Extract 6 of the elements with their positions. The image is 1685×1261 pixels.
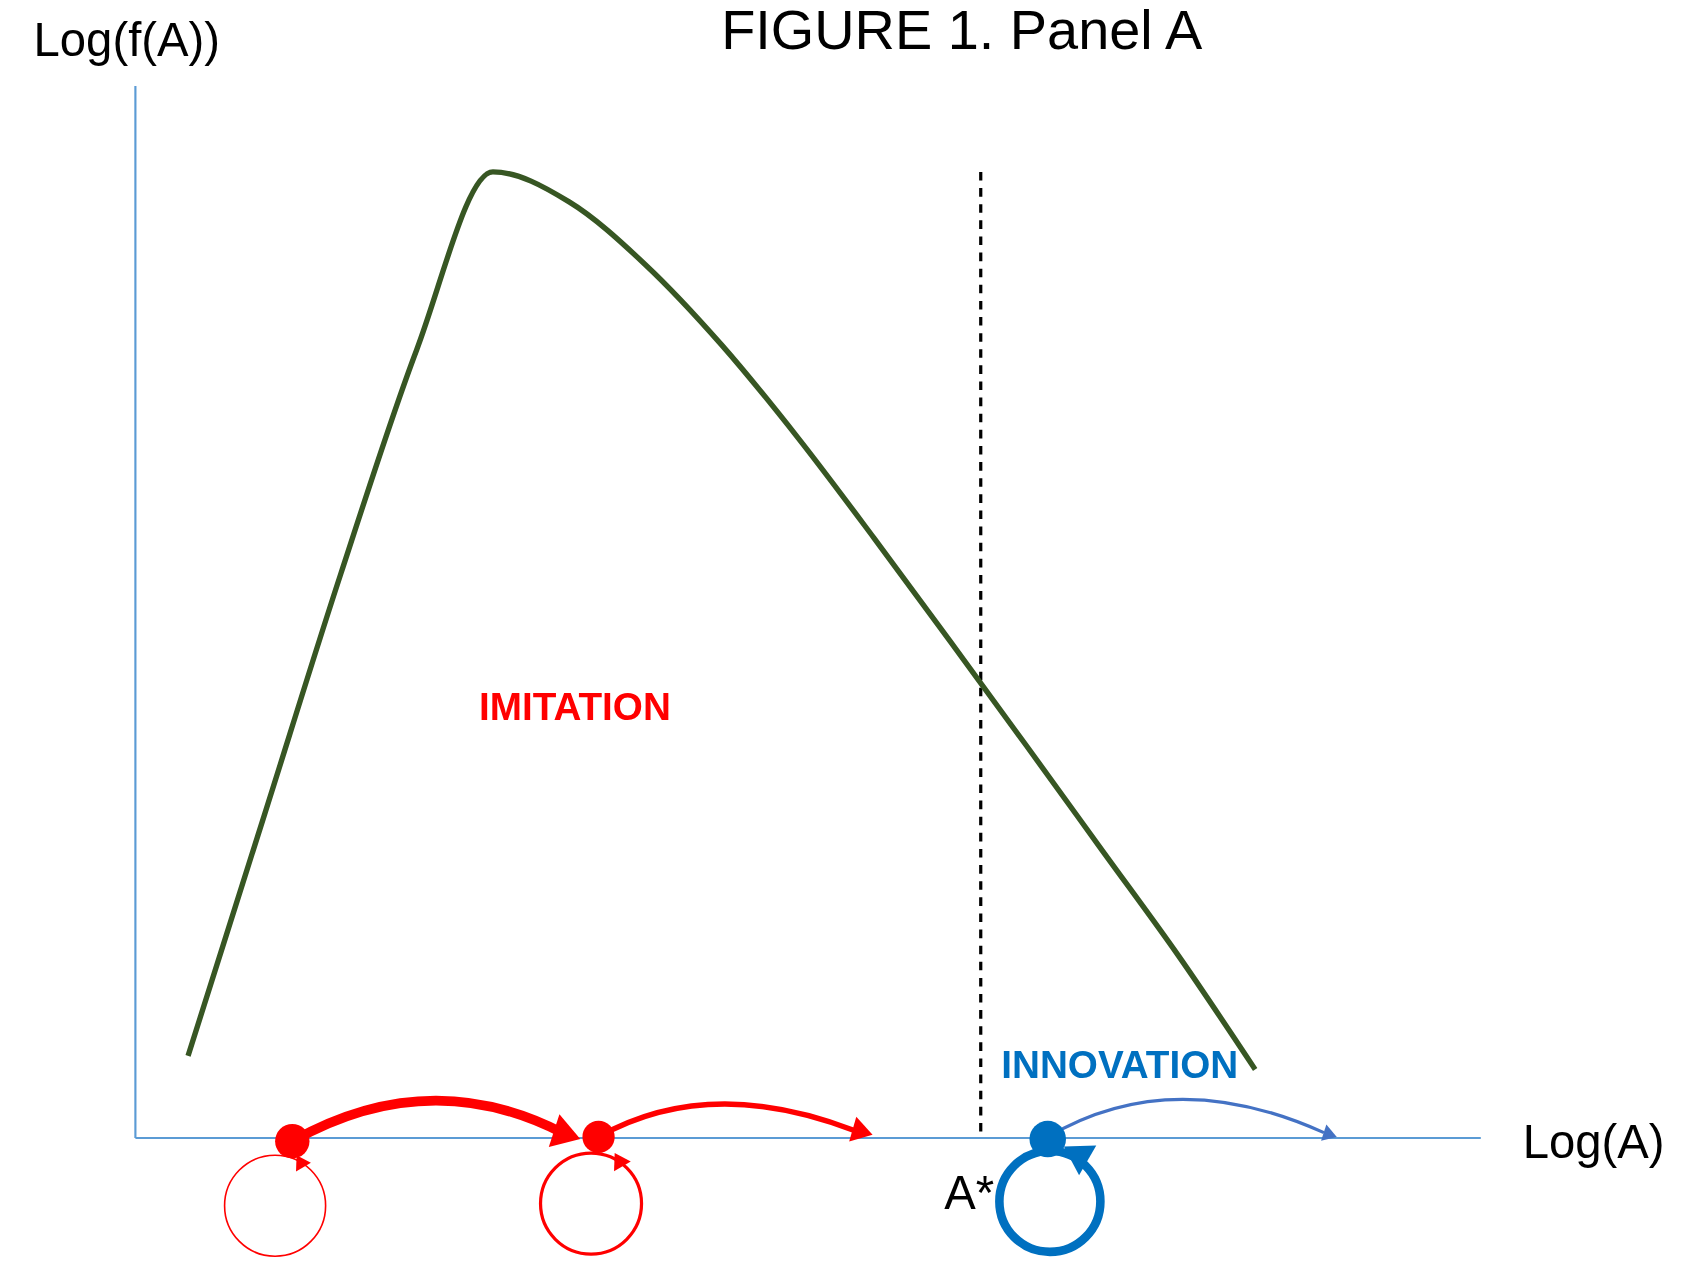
text: A* [944,1165,995,1219]
x-axis-title: Log(A) [1522,1115,1665,1169]
y-axis-title: Log(f(A)) [33,12,221,66]
annotation: INNOVATION [1001,1042,1239,1086]
annotation: IMITATION [478,684,671,728]
chart-title: FIGURE 1. Panel A [721,0,1204,62]
